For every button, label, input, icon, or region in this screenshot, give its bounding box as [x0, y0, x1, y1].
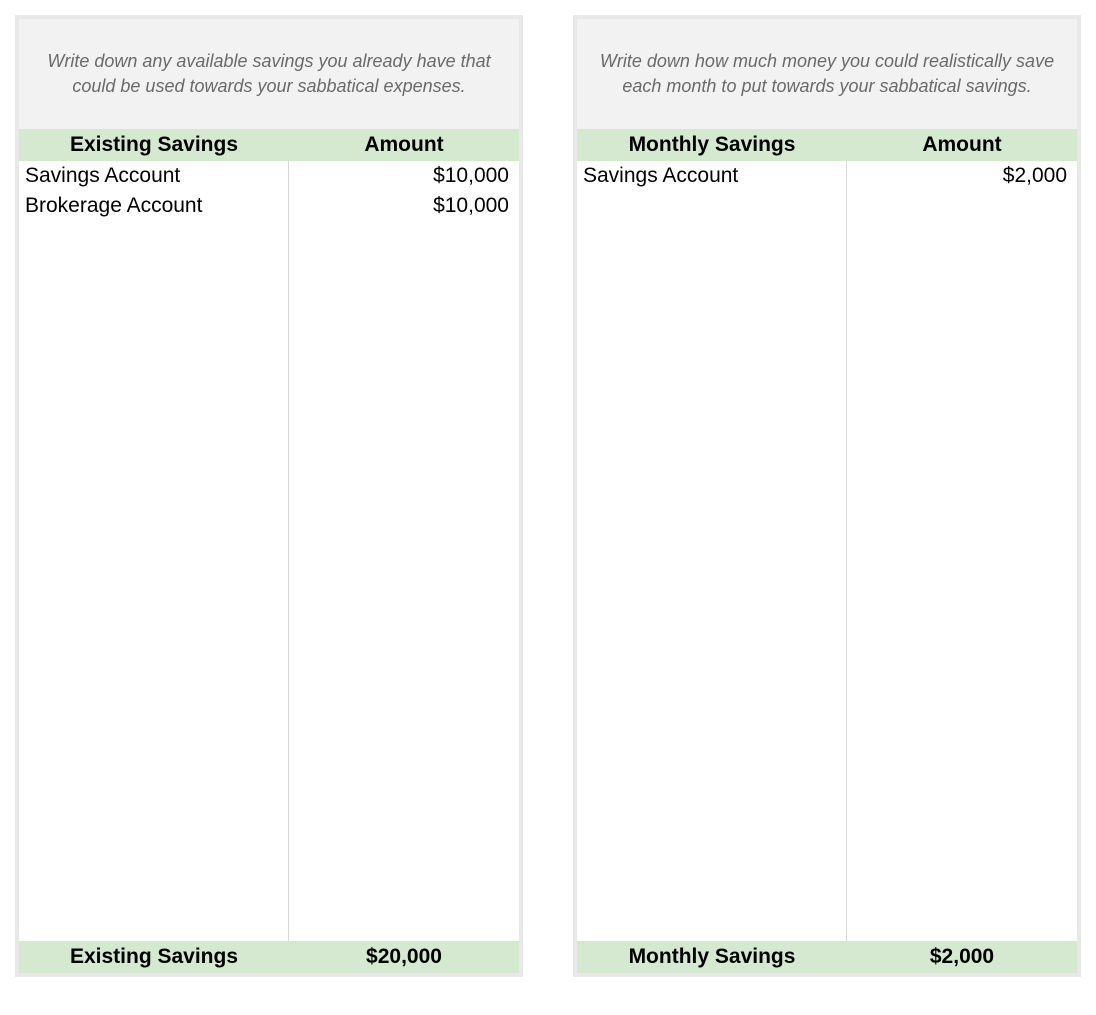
- monthly-savings-header-col1: Monthly Savings: [577, 129, 847, 161]
- monthly-savings-footer: Monthly Savings $2,000: [577, 941, 1077, 973]
- monthly-savings-rows: Savings Account $2,000: [577, 161, 1077, 191]
- monthly-savings-footer-label: Monthly Savings: [577, 941, 847, 973]
- existing-savings-spacer: [19, 221, 519, 941]
- table-row: Brokerage Account $10,000: [19, 191, 519, 221]
- table-row: Savings Account $2,000: [577, 161, 1077, 191]
- savings-panels-container: Write down any available savings you alr…: [15, 15, 1081, 977]
- existing-savings-rows: Savings Account $10,000 Brokerage Accoun…: [19, 161, 519, 221]
- row-amount: $2,000: [847, 161, 1077, 191]
- monthly-savings-spacer: [577, 191, 1077, 941]
- existing-savings-body: Savings Account $10,000 Brokerage Accoun…: [19, 161, 519, 941]
- row-amount: $10,000: [289, 161, 519, 191]
- existing-savings-description: Write down any available savings you alr…: [19, 19, 519, 129]
- monthly-savings-description-text: Write down how much money you could real…: [597, 49, 1057, 99]
- row-label: Brokerage Account: [19, 191, 289, 221]
- existing-savings-footer-label: Existing Savings: [19, 941, 289, 973]
- existing-savings-header-col1: Existing Savings: [19, 129, 289, 161]
- monthly-savings-footer-total: $2,000: [847, 941, 1077, 973]
- row-label: Savings Account: [577, 161, 847, 191]
- monthly-savings-header: Monthly Savings Amount: [577, 129, 1077, 161]
- existing-savings-panel: Write down any available savings you alr…: [15, 15, 523, 977]
- existing-savings-header-col2: Amount: [289, 129, 519, 161]
- monthly-savings-panel: Write down how much money you could real…: [573, 15, 1081, 977]
- existing-savings-footer: Existing Savings $20,000: [19, 941, 519, 973]
- existing-savings-footer-total: $20,000: [289, 941, 519, 973]
- monthly-savings-body: Savings Account $2,000: [577, 161, 1077, 941]
- table-row: Savings Account $10,000: [19, 161, 519, 191]
- existing-savings-header: Existing Savings Amount: [19, 129, 519, 161]
- row-label: Savings Account: [19, 161, 289, 191]
- monthly-savings-description: Write down how much money you could real…: [577, 19, 1077, 129]
- row-amount: $10,000: [289, 191, 519, 221]
- monthly-savings-header-col2: Amount: [847, 129, 1077, 161]
- existing-savings-description-text: Write down any available savings you alr…: [39, 49, 499, 99]
